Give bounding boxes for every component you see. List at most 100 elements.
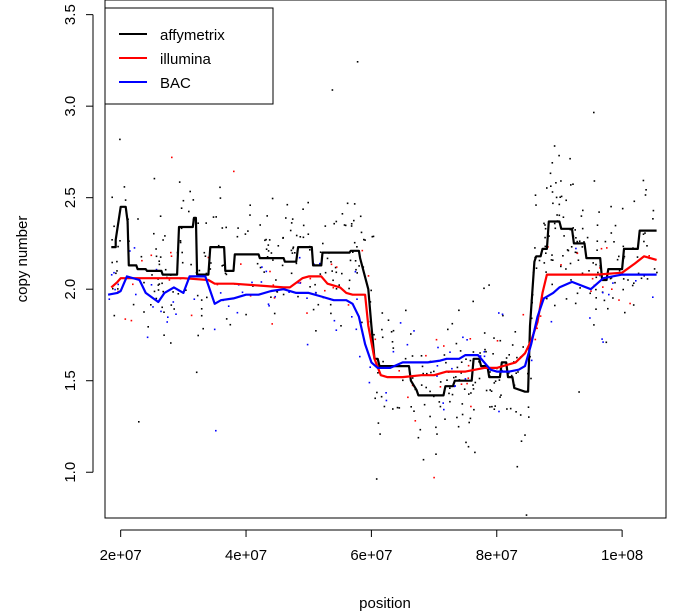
data-dot: [350, 225, 353, 227]
data-dot: [349, 259, 352, 262]
data-dot: [558, 214, 561, 217]
data-dot: [549, 172, 552, 175]
data-dot: [219, 186, 221, 189]
data-dot: [572, 227, 574, 229]
data-dot: [155, 297, 158, 300]
data-dot: [538, 259, 541, 262]
data-dot: [646, 278, 649, 280]
data-dot: [225, 226, 227, 229]
data-dot: [472, 300, 474, 303]
data-dot: [358, 265, 360, 267]
y-tick-label: 3.5: [62, 4, 79, 25]
data-dot: [433, 370, 435, 373]
series-lines: [107, 205, 657, 397]
data-dot: [612, 282, 614, 284]
data-dot: [335, 271, 338, 274]
data-dot: [474, 451, 476, 454]
data-dot: [484, 348, 486, 351]
data-dot: [227, 305, 230, 307]
data-dot: [356, 61, 359, 63]
data-dot: [610, 232, 613, 234]
data-dot: [576, 292, 579, 295]
data-dot: [643, 275, 645, 277]
data-dot: [451, 393, 454, 396]
data-dot: [473, 408, 475, 411]
data-dot: [546, 187, 548, 189]
data-dot: [508, 372, 510, 374]
data-dot: [499, 396, 501, 398]
data-dot: [291, 218, 294, 220]
data-dot: [445, 361, 447, 364]
data-dot: [356, 246, 358, 248]
data-dot: [535, 267, 538, 269]
data-dot: [288, 291, 290, 293]
data-dot: [593, 324, 595, 326]
data-dot: [489, 389, 491, 391]
data-dot: [410, 333, 412, 335]
data-dot: [110, 274, 113, 276]
data-dot: [569, 157, 571, 160]
data-dot: [117, 283, 119, 286]
data-dot: [114, 288, 116, 291]
data-dot: [479, 355, 482, 357]
data-dot: [302, 208, 304, 210]
data-dot: [485, 350, 487, 353]
data-dot: [360, 231, 363, 234]
x-tick-label: 6e+07: [350, 547, 392, 564]
data-dot: [398, 407, 401, 409]
data-dot: [470, 392, 472, 394]
y-tick-label: 2.0: [62, 279, 79, 300]
data-dot: [161, 282, 163, 285]
data-dot: [164, 268, 167, 271]
data-dot: [330, 263, 333, 266]
data-dot: [454, 385, 456, 387]
data-dot: [652, 209, 655, 212]
data-dot: [161, 306, 163, 309]
data-dot: [290, 222, 293, 224]
data-dot: [153, 177, 156, 180]
data-dot: [460, 361, 463, 363]
data-dot: [527, 406, 530, 408]
data-dot: [468, 393, 470, 395]
x-axis: 2e+07 4e+07 6e+07 8e+07 1e+08: [100, 529, 643, 564]
data-dot: [302, 236, 305, 239]
data-dot: [402, 379, 404, 382]
data-dot: [314, 291, 317, 294]
data-dot: [550, 259, 553, 261]
x-tick-label: 8e+07: [476, 547, 518, 564]
data-dot: [455, 342, 458, 345]
data-dot: [493, 337, 495, 339]
data-dot: [275, 279, 277, 281]
data-dot: [354, 270, 357, 273]
data-dot: [525, 514, 528, 516]
data-dot: [544, 236, 546, 239]
data-dot: [459, 350, 462, 352]
data-dot: [379, 433, 381, 435]
data-dot: [241, 291, 244, 294]
data-dot: [600, 247, 603, 250]
data-dot: [314, 283, 316, 286]
data-dot: [451, 322, 454, 325]
data-dot: [317, 303, 320, 306]
data-dot: [421, 365, 424, 368]
data-dot: [344, 224, 347, 227]
data-dot: [159, 256, 162, 258]
data-dot: [113, 271, 115, 274]
data-dot: [292, 246, 295, 248]
data-dot: [273, 312, 276, 315]
data-dot: [534, 247, 536, 249]
data-dot: [299, 236, 302, 238]
data-dot: [489, 406, 491, 408]
data-dot: [505, 357, 508, 359]
data-dot: [636, 256, 639, 258]
data-dot: [200, 299, 203, 301]
data-dot: [645, 189, 647, 191]
data-dot: [498, 379, 501, 381]
data-dot: [200, 314, 203, 317]
data-dot: [472, 351, 475, 353]
data-dot: [237, 227, 239, 229]
data-dot: [443, 345, 445, 347]
data-dot: [236, 235, 239, 238]
data-dot: [489, 371, 491, 373]
data-dot: [225, 273, 228, 276]
